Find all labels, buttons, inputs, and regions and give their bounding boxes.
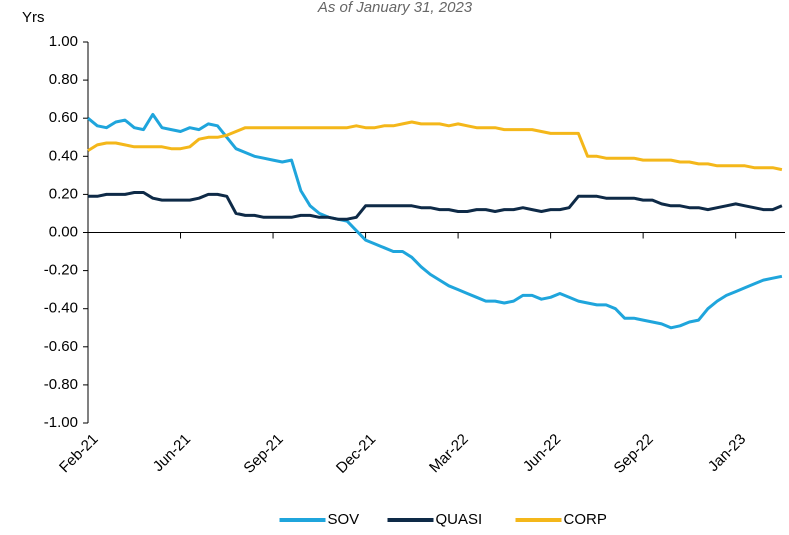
x-tick-label: Feb-21 [56, 431, 102, 477]
y-tick-label: 0.60 [49, 109, 78, 126]
y-tick-label: 0.80 [49, 71, 78, 88]
x-tick-label: Jun-22 [520, 431, 564, 475]
legend-label: SOV [328, 511, 360, 528]
y-tick-label: 1.00 [49, 33, 78, 50]
series-line [87, 120, 783, 172]
y-tick-label: -0.80 [44, 376, 78, 393]
series-line [87, 112, 783, 330]
y-tick-label: -0.60 [44, 338, 78, 355]
y-tick-label: -1.00 [44, 414, 78, 431]
x-tick-label: Dec-21 [333, 431, 379, 477]
x-tick-label: Mar-22 [426, 431, 472, 477]
y-tick-label: 0.40 [49, 147, 78, 164]
y-tick-label: 0.00 [49, 223, 78, 240]
chart-subtitle: As of January 31, 2023 [317, 0, 473, 16]
y-tick-label: -0.40 [44, 300, 78, 317]
x-tick-label: Sep-22 [611, 431, 657, 477]
series-line [88, 191, 783, 221]
legend-label: QUASI [436, 511, 483, 528]
x-tick-label: Sep-21 [240, 431, 286, 477]
y-tick-label: -0.20 [44, 262, 78, 279]
x-tick-label: Jan-23 [705, 431, 749, 475]
y-tick-label: 0.20 [49, 185, 78, 202]
legend-label: CORP [564, 511, 607, 528]
y-axis-label: Yrs [22, 9, 45, 26]
x-tick-label: Jun-21 [150, 431, 194, 475]
